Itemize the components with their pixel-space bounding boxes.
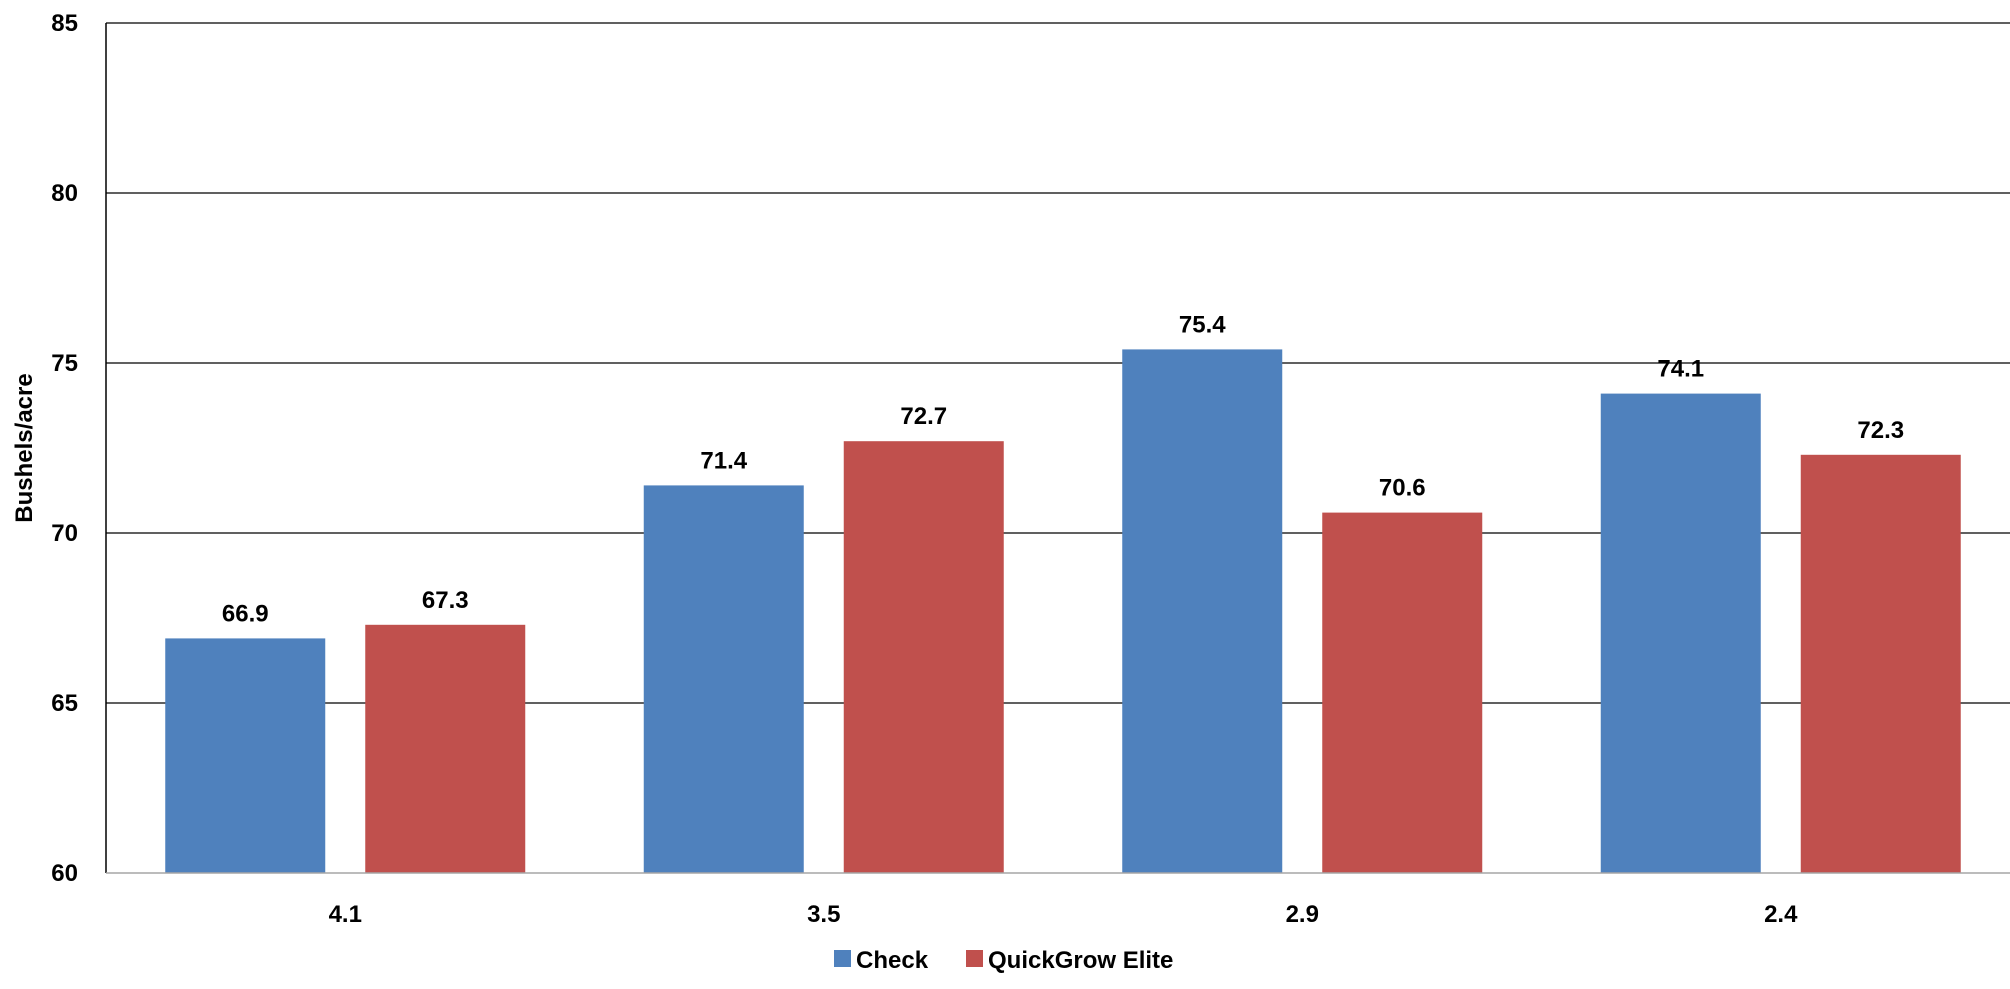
bar xyxy=(165,638,326,873)
bar xyxy=(1600,393,1761,873)
data-label: 75.4 xyxy=(1179,311,1226,338)
y-tick-label: 70 xyxy=(51,520,78,547)
x-tick-label: 2.9 xyxy=(1286,901,1319,928)
legend-label: QuickGrow Elite xyxy=(988,947,1173,974)
bar xyxy=(643,485,804,873)
data-label: 66.9 xyxy=(222,600,269,627)
x-tick-label: 2.4 xyxy=(1764,901,1798,928)
data-label: 67.3 xyxy=(422,587,469,614)
y-tick-label: 60 xyxy=(51,860,78,887)
data-label: 71.4 xyxy=(700,447,747,474)
y-axis-label: Bushels/acre xyxy=(11,373,38,522)
y-tick-label: 65 xyxy=(51,690,78,717)
legend: Check QuickGrow Elite xyxy=(834,947,1173,974)
data-label: 72.3 xyxy=(1857,417,1904,444)
bar xyxy=(1322,512,1483,873)
bar xyxy=(365,624,526,873)
legend-swatch xyxy=(834,950,851,967)
axes: 60 65 70 75 80 85 4.1 3.5 2.9 2.4 xyxy=(51,10,2010,928)
bars xyxy=(165,349,1961,873)
data-labels: 66.9 67.3 71.4 72.7 75.4 70.6 74.1 72.3 xyxy=(222,311,1904,627)
x-tick-label: 3.5 xyxy=(807,901,840,928)
legend-swatch xyxy=(966,950,983,967)
bar xyxy=(1800,454,1961,873)
data-label: 70.6 xyxy=(1379,475,1426,502)
x-tick-label: 4.1 xyxy=(329,901,362,928)
bar xyxy=(843,441,1004,873)
y-tick-label: 75 xyxy=(51,350,78,377)
y-tick-label: 85 xyxy=(51,10,78,37)
bar xyxy=(1122,349,1283,873)
data-label: 72.7 xyxy=(900,403,947,430)
legend-label: Check xyxy=(856,947,929,974)
data-label: 74.1 xyxy=(1657,356,1704,383)
y-tick-label: 80 xyxy=(51,180,78,207)
